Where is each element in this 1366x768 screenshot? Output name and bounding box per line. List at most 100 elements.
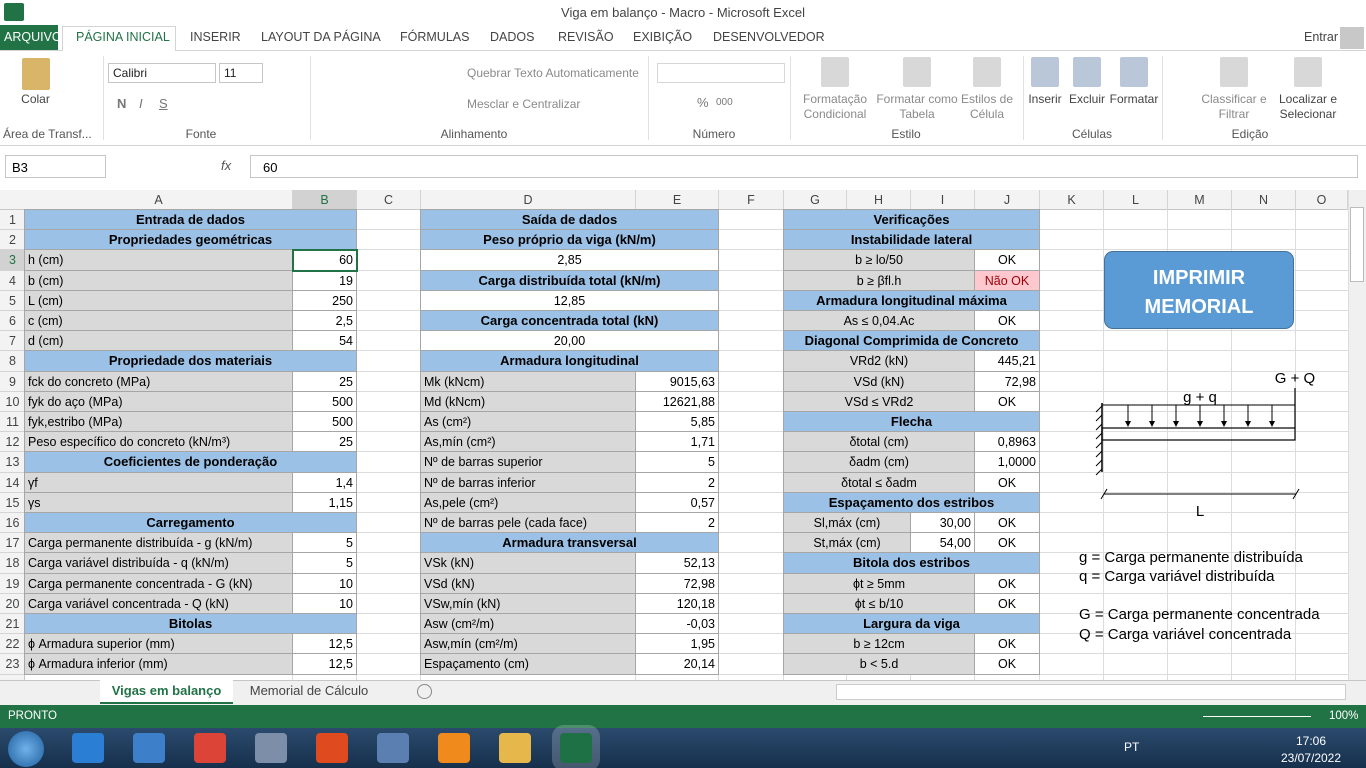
ribbon-button[interactable]: Excluir <box>1068 92 1105 106</box>
ribbon-tab[interactable]: LAYOUT DA PÁGINA <box>261 30 381 44</box>
cell: Largura da viga <box>783 613 1040 635</box>
cell: ϕt ≥ 5mm <box>783 572 975 594</box>
ribbon-button[interactable]: Formatar <box>1109 92 1159 106</box>
arrow-head <box>1149 421 1155 427</box>
taskbar-app[interactable] <box>552 725 600 768</box>
vertical-scrollbar <box>1348 190 1366 680</box>
hscrollbar <box>836 684 1346 700</box>
avatar <box>1340 27 1364 49</box>
language[interactable]: PT <box>1124 740 1140 754</box>
format-button[interactable]: 000 <box>716 97 733 108</box>
ribbon-tab[interactable]: DESENVOLVEDOR <box>713 30 825 44</box>
taskbar-app[interactable] <box>194 733 226 763</box>
cell: fck do concreto (MPa) <box>24 370 293 392</box>
sheet-tab[interactable]: Vigas em balanço <box>100 680 233 704</box>
group-label: Fonte <box>185 127 217 141</box>
cell: OK <box>974 310 1040 332</box>
row-header: 12 <box>0 432 25 453</box>
cell: 54,00 <box>910 532 975 554</box>
column-header: I <box>911 190 975 210</box>
ribbon-tab[interactable]: EXIBIÇÃO <box>633 30 693 44</box>
cell: Armadura longitudinal máxima <box>783 289 1040 311</box>
ribbon-button[interactable]: Quebrar Texto Automaticamente <box>467 66 639 80</box>
grid-line <box>1167 210 1168 680</box>
cell: Peso próprio da viga (kN/m) <box>420 229 719 251</box>
beam-diagram: G + Q g + q Lg = Carga permanente distribu… <box>1079 370 1320 643</box>
taskbar-app[interactable] <box>133 733 165 763</box>
cell: Mk (kNcm) <box>420 370 636 392</box>
column-header: N <box>1232 190 1296 210</box>
cell: L (cm) <box>24 289 293 311</box>
taskbar-app[interactable] <box>377 733 409 763</box>
ribbon-button[interactable]: Estilos de Célula <box>960 92 1014 121</box>
row-header: 10 <box>0 392 25 412</box>
ribbon-button[interactable]: Formatar como Tabela <box>876 92 958 121</box>
formula-input[interactable]: 60 <box>250 155 1358 178</box>
arrow-head <box>1173 421 1179 427</box>
cell: 2,5 <box>292 310 357 332</box>
sheet-tab[interactable]: Memorial de Cálculo <box>249 683 369 698</box>
cell: Peso específico do concreto (kN/m³) <box>24 431 293 453</box>
ribbon-tab[interactable]: DADOS <box>490 30 535 44</box>
format-button[interactable]: S <box>159 96 168 111</box>
taskbar-app[interactable] <box>499 733 531 763</box>
hatch <box>1095 468 1103 476</box>
taskbar-app[interactable] <box>316 733 348 763</box>
cell: Instabilidade lateral <box>783 229 1040 251</box>
start-button[interactable] <box>8 731 44 767</box>
format-button[interactable]: % <box>697 95 709 110</box>
ribbon-tab[interactable]: PÁGINA INICIAL <box>76 30 170 44</box>
row-header: 11 <box>0 412 25 433</box>
cell: OK <box>974 512 1040 534</box>
cell: OK <box>974 471 1040 493</box>
format-button[interactable]: N <box>117 96 127 111</box>
cell: VSd ≤ VRd2 <box>783 390 975 412</box>
cell: Propriedades geométricas <box>24 229 357 251</box>
cell: 12621,88 <box>635 390 719 412</box>
group-separator <box>103 56 104 140</box>
cell: b < 5.d <box>783 653 975 675</box>
ribbon-button[interactable]: Mesclar e Centralizar <box>467 97 581 111</box>
column-header: J <box>975 190 1040 210</box>
ribbon-button[interactable]: Colar <box>21 92 50 106</box>
cell: Bitola dos estribos <box>783 552 1040 574</box>
taskbar-app[interactable] <box>438 733 470 763</box>
zoom-level[interactable]: 100% <box>1329 710 1359 722</box>
status-mode: PRONTO <box>8 710 57 722</box>
hatch <box>1095 405 1103 413</box>
ribbon-tab[interactable]: ARQUIVO <box>4 30 62 44</box>
ribbon-button[interactable]: Inserir <box>1028 92 1062 106</box>
ribbon-button[interactable]: Formatação Condicional <box>802 92 868 121</box>
cell: Flecha <box>783 411 1040 433</box>
row-header: 3 <box>0 250 25 271</box>
ribbon-button[interactable]: Localizar e Selecionar <box>1278 92 1338 121</box>
ribbon-tab[interactable]: INSERIR <box>190 30 241 44</box>
cell: h (cm) <box>24 249 293 271</box>
clock-time: 17:06 <box>1295 734 1327 748</box>
row-header: 22 <box>0 634 25 655</box>
sign-in[interactable]: Entrar <box>1304 30 1339 44</box>
cell: Sl,máx (cm) <box>783 512 911 534</box>
cell: Carregamento <box>24 512 357 534</box>
taskbar-app[interactable] <box>72 733 104 763</box>
ribbon-tab[interactable]: REVISÃO <box>558 30 614 44</box>
ribbon-button[interactable]: Calibri <box>108 63 216 83</box>
name-box[interactable]: B3 <box>5 155 106 178</box>
cell: Carga variável concentrada - Q (kN) <box>24 592 293 614</box>
cell: 2 <box>635 471 719 493</box>
ribbon-tab[interactable]: FÓRMULAS <box>400 30 470 44</box>
format-button[interactable]: I <box>139 96 143 111</box>
group-label: Estilo <box>891 127 921 141</box>
cell: Diagonal Comprimida de Concreto <box>783 330 1040 352</box>
cell: b ≥ βfl.h <box>783 269 975 291</box>
cell: Carga permanente concentrada - G (kN) <box>24 572 293 594</box>
add-sheet[interactable] <box>417 684 432 699</box>
cell: 20,14 <box>635 653 719 675</box>
taskbar-app[interactable] <box>255 733 287 763</box>
cell: Nº de barras superior <box>420 451 636 473</box>
ribbon-button[interactable]: 11 <box>219 63 263 83</box>
arrow-head <box>1269 421 1275 427</box>
print-button[interactable]: IMPRIMIR MEMORIAL <box>1104 251 1294 329</box>
cell: Nº de barras pele (cada face) <box>420 512 636 534</box>
ribbon-button[interactable]: Classificar e Filtrar <box>1201 92 1267 121</box>
